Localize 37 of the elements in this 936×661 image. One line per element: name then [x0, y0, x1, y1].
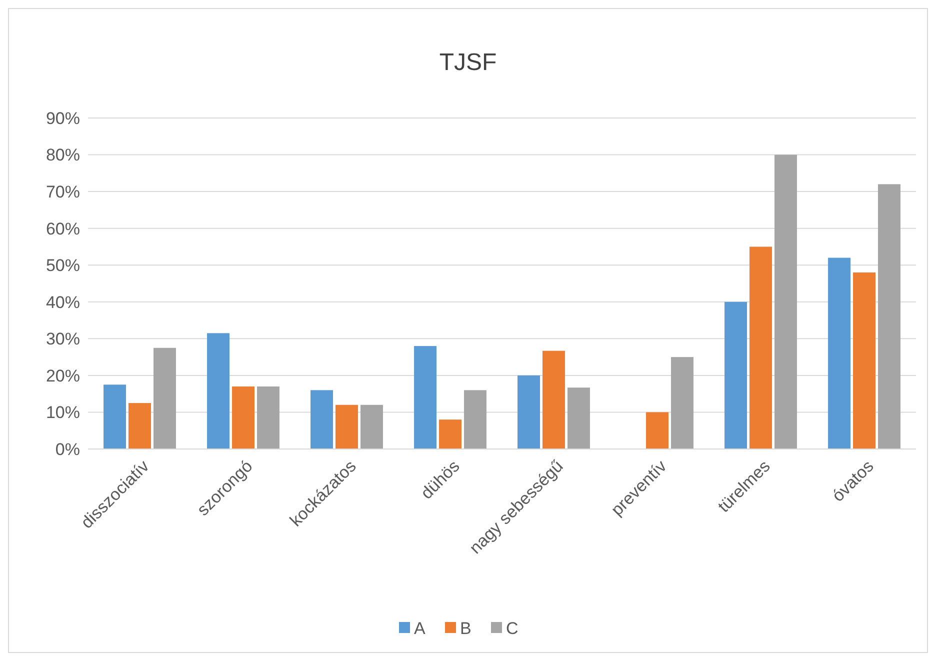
bar: [336, 404, 358, 449]
y-tick-label: 30%: [46, 330, 80, 349]
bar: [878, 184, 900, 449]
bar: [518, 375, 540, 449]
bar: [207, 333, 230, 449]
y-tick-label: 60%: [46, 219, 80, 238]
bar: [232, 386, 254, 449]
bar: [310, 390, 334, 449]
bar: [153, 348, 176, 449]
legend-label: C: [506, 618, 518, 638]
bar: [360, 404, 383, 449]
bar: [104, 384, 126, 449]
bar: [567, 388, 590, 449]
y-tick-label: 0%: [55, 440, 80, 459]
chart-title: TJSF: [439, 49, 497, 76]
y-tick-label: 40%: [46, 292, 80, 312]
y-tick-label: 90%: [46, 108, 80, 128]
bar: [542, 350, 565, 449]
bar: [828, 258, 851, 449]
y-tick-label: 20%: [46, 366, 80, 386]
bar: [464, 390, 486, 449]
bar: [774, 154, 797, 449]
bar: [724, 302, 748, 449]
y-tick-label: 80%: [46, 146, 80, 165]
y-tick-label: 50%: [46, 256, 80, 276]
bar: [750, 246, 772, 449]
bar: [414, 346, 437, 449]
legend-label: B: [460, 618, 472, 638]
y-tick-label: 10%: [46, 403, 80, 422]
y-tick-label: 70%: [46, 182, 80, 202]
legend-label: A: [414, 618, 426, 638]
bar: [670, 357, 694, 449]
bar: [128, 403, 151, 449]
bar: [646, 412, 668, 449]
bar: [853, 272, 876, 449]
bar: [439, 420, 462, 449]
bar: [256, 386, 280, 449]
